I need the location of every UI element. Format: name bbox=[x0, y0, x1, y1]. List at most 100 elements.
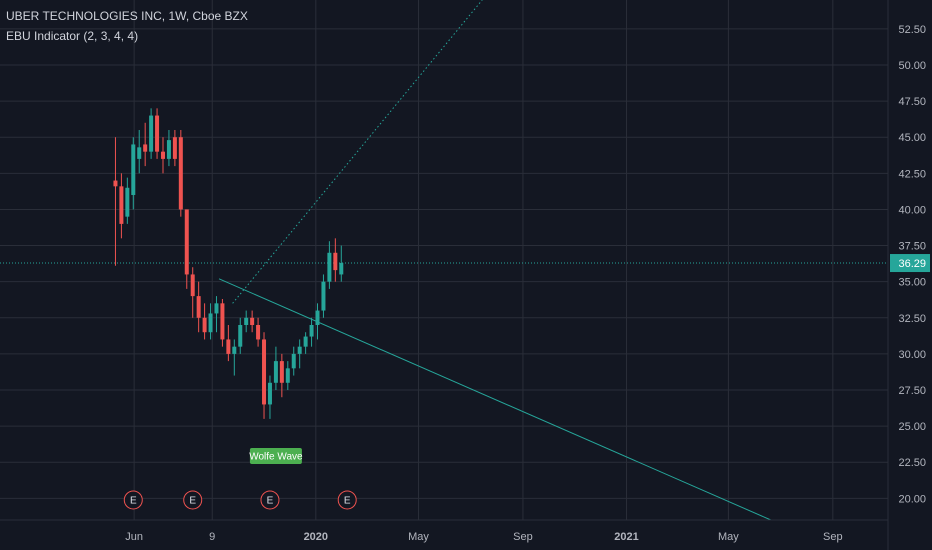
candle-down[interactable] bbox=[178, 130, 183, 217]
candle-down[interactable] bbox=[143, 122, 148, 167]
candle-body bbox=[196, 296, 201, 318]
price-tick-label: 25.00 bbox=[898, 421, 926, 433]
price-tick-label: 52.50 bbox=[898, 24, 926, 36]
earnings-circle bbox=[183, 490, 203, 510]
candle-body bbox=[262, 339, 267, 405]
price-tick-label: 45.00 bbox=[898, 132, 926, 144]
last-price-group: 36.29 bbox=[890, 254, 930, 273]
candle-body bbox=[160, 151, 165, 159]
candle-body bbox=[119, 186, 124, 224]
candle-down[interactable] bbox=[184, 209, 189, 289]
candle-down[interactable] bbox=[202, 303, 207, 340]
time-tick-label: 9 bbox=[209, 531, 215, 543]
candle-up[interactable] bbox=[327, 241, 332, 289]
candle-up[interactable] bbox=[131, 137, 136, 210]
candle-body bbox=[327, 252, 332, 282]
candle-body bbox=[321, 281, 326, 311]
earnings-label: E bbox=[130, 496, 137, 507]
candle-down[interactable] bbox=[250, 310, 255, 333]
price-tick-label: 40.00 bbox=[898, 204, 926, 216]
wolfe-wave-label-group[interactable]: Wolfe Wave bbox=[249, 448, 303, 464]
candle-up[interactable] bbox=[321, 274, 326, 318]
time-tick-label: 2020 bbox=[304, 531, 328, 543]
candle-body bbox=[279, 361, 284, 383]
candle-up[interactable] bbox=[273, 346, 278, 390]
candle-up[interactable] bbox=[137, 130, 142, 174]
wolfe-wave-label[interactable]: Wolfe Wave bbox=[249, 448, 303, 464]
candle-body bbox=[267, 382, 272, 405]
candles[interactable] bbox=[113, 108, 344, 419]
wolfe-target-line[interactable] bbox=[232, 0, 483, 304]
time-tick-label: Jun bbox=[125, 531, 143, 543]
wolfe-wave-badge bbox=[249, 448, 302, 464]
candle-down[interactable] bbox=[220, 299, 225, 347]
time-axis[interactable]: Jun 9 2020 May Sep 2021 May Sep bbox=[125, 531, 842, 543]
candle-up[interactable] bbox=[297, 339, 302, 369]
candle-up[interactable] bbox=[149, 108, 154, 159]
candle-body bbox=[250, 317, 255, 325]
candle-up[interactable] bbox=[339, 245, 344, 282]
candle-down[interactable] bbox=[190, 267, 195, 318]
candle-down[interactable] bbox=[226, 325, 231, 362]
candle-down[interactable] bbox=[262, 332, 267, 419]
earnings-label: E bbox=[267, 496, 274, 507]
earnings-marker[interactable]: E bbox=[183, 490, 203, 510]
candle-body bbox=[244, 317, 249, 325]
candle-body bbox=[125, 187, 130, 217]
candle-down[interactable] bbox=[279, 353, 284, 398]
indicator-title[interactable]: EBU Indicator (2, 3, 4, 4) bbox=[6, 29, 139, 43]
candle-up[interactable] bbox=[244, 310, 249, 333]
candle-body bbox=[315, 310, 320, 325]
candle-body bbox=[232, 346, 237, 354]
candle-down[interactable] bbox=[160, 137, 165, 174]
candle-up[interactable] bbox=[208, 303, 213, 340]
price-axis[interactable]: 20.00 22.50 25.00 27.50 30.00 32.50 35.00 37.50… bbox=[898, 24, 926, 505]
candle-up[interactable] bbox=[238, 317, 243, 354]
price-tick-label: 27.50 bbox=[898, 385, 926, 397]
candle-up[interactable] bbox=[315, 303, 320, 340]
symbol-title[interactable]: UBER TECHNOLOGIES INC, 1W, Cboe BZX bbox=[6, 9, 248, 23]
candle-down[interactable] bbox=[333, 238, 338, 282]
candle-body bbox=[190, 274, 195, 297]
candle-up[interactable] bbox=[125, 177, 130, 224]
candle-body bbox=[178, 137, 183, 210]
price-tick-label: 50.00 bbox=[898, 60, 926, 72]
candle-down[interactable] bbox=[155, 108, 160, 159]
candle-up[interactable] bbox=[232, 339, 237, 376]
drawing-lines[interactable] bbox=[0, 0, 888, 521]
candle-down[interactable] bbox=[113, 137, 118, 266]
candle-body bbox=[285, 368, 290, 383]
candle-down[interactable] bbox=[172, 130, 177, 167]
last-price-label: 36.29 bbox=[898, 258, 926, 270]
time-tick-label: May bbox=[718, 531, 739, 543]
earnings-marker[interactable]: E bbox=[260, 490, 280, 510]
grid bbox=[0, 0, 888, 520]
candle-body bbox=[333, 252, 338, 271]
candle-body bbox=[155, 115, 160, 152]
candle-body bbox=[303, 336, 308, 347]
price-tick-label: 30.00 bbox=[898, 349, 926, 361]
candle-body bbox=[208, 313, 213, 333]
last-price-badge bbox=[890, 254, 930, 273]
price-tick-label: 32.50 bbox=[898, 313, 926, 325]
price-tick-label: 20.00 bbox=[898, 493, 926, 505]
candle-down[interactable] bbox=[119, 173, 124, 239]
earnings-marker[interactable]: E bbox=[337, 490, 357, 510]
price-tick-label: 42.50 bbox=[898, 168, 926, 180]
candle-body bbox=[113, 180, 118, 187]
candle-up[interactable] bbox=[291, 346, 296, 376]
candle-down[interactable] bbox=[196, 281, 201, 333]
candle-up[interactable] bbox=[267, 375, 272, 419]
candle-up[interactable] bbox=[166, 130, 171, 167]
candle-up[interactable] bbox=[285, 361, 290, 390]
wolfe-wave-line[interactable] bbox=[218, 278, 772, 521]
candle-body bbox=[309, 325, 314, 337]
candle-up[interactable] bbox=[214, 296, 219, 333]
earnings-marker[interactable]: E bbox=[123, 490, 143, 510]
candle-up[interactable] bbox=[309, 317, 314, 347]
candle-up[interactable] bbox=[303, 332, 308, 354]
candle-down[interactable] bbox=[256, 317, 261, 347]
